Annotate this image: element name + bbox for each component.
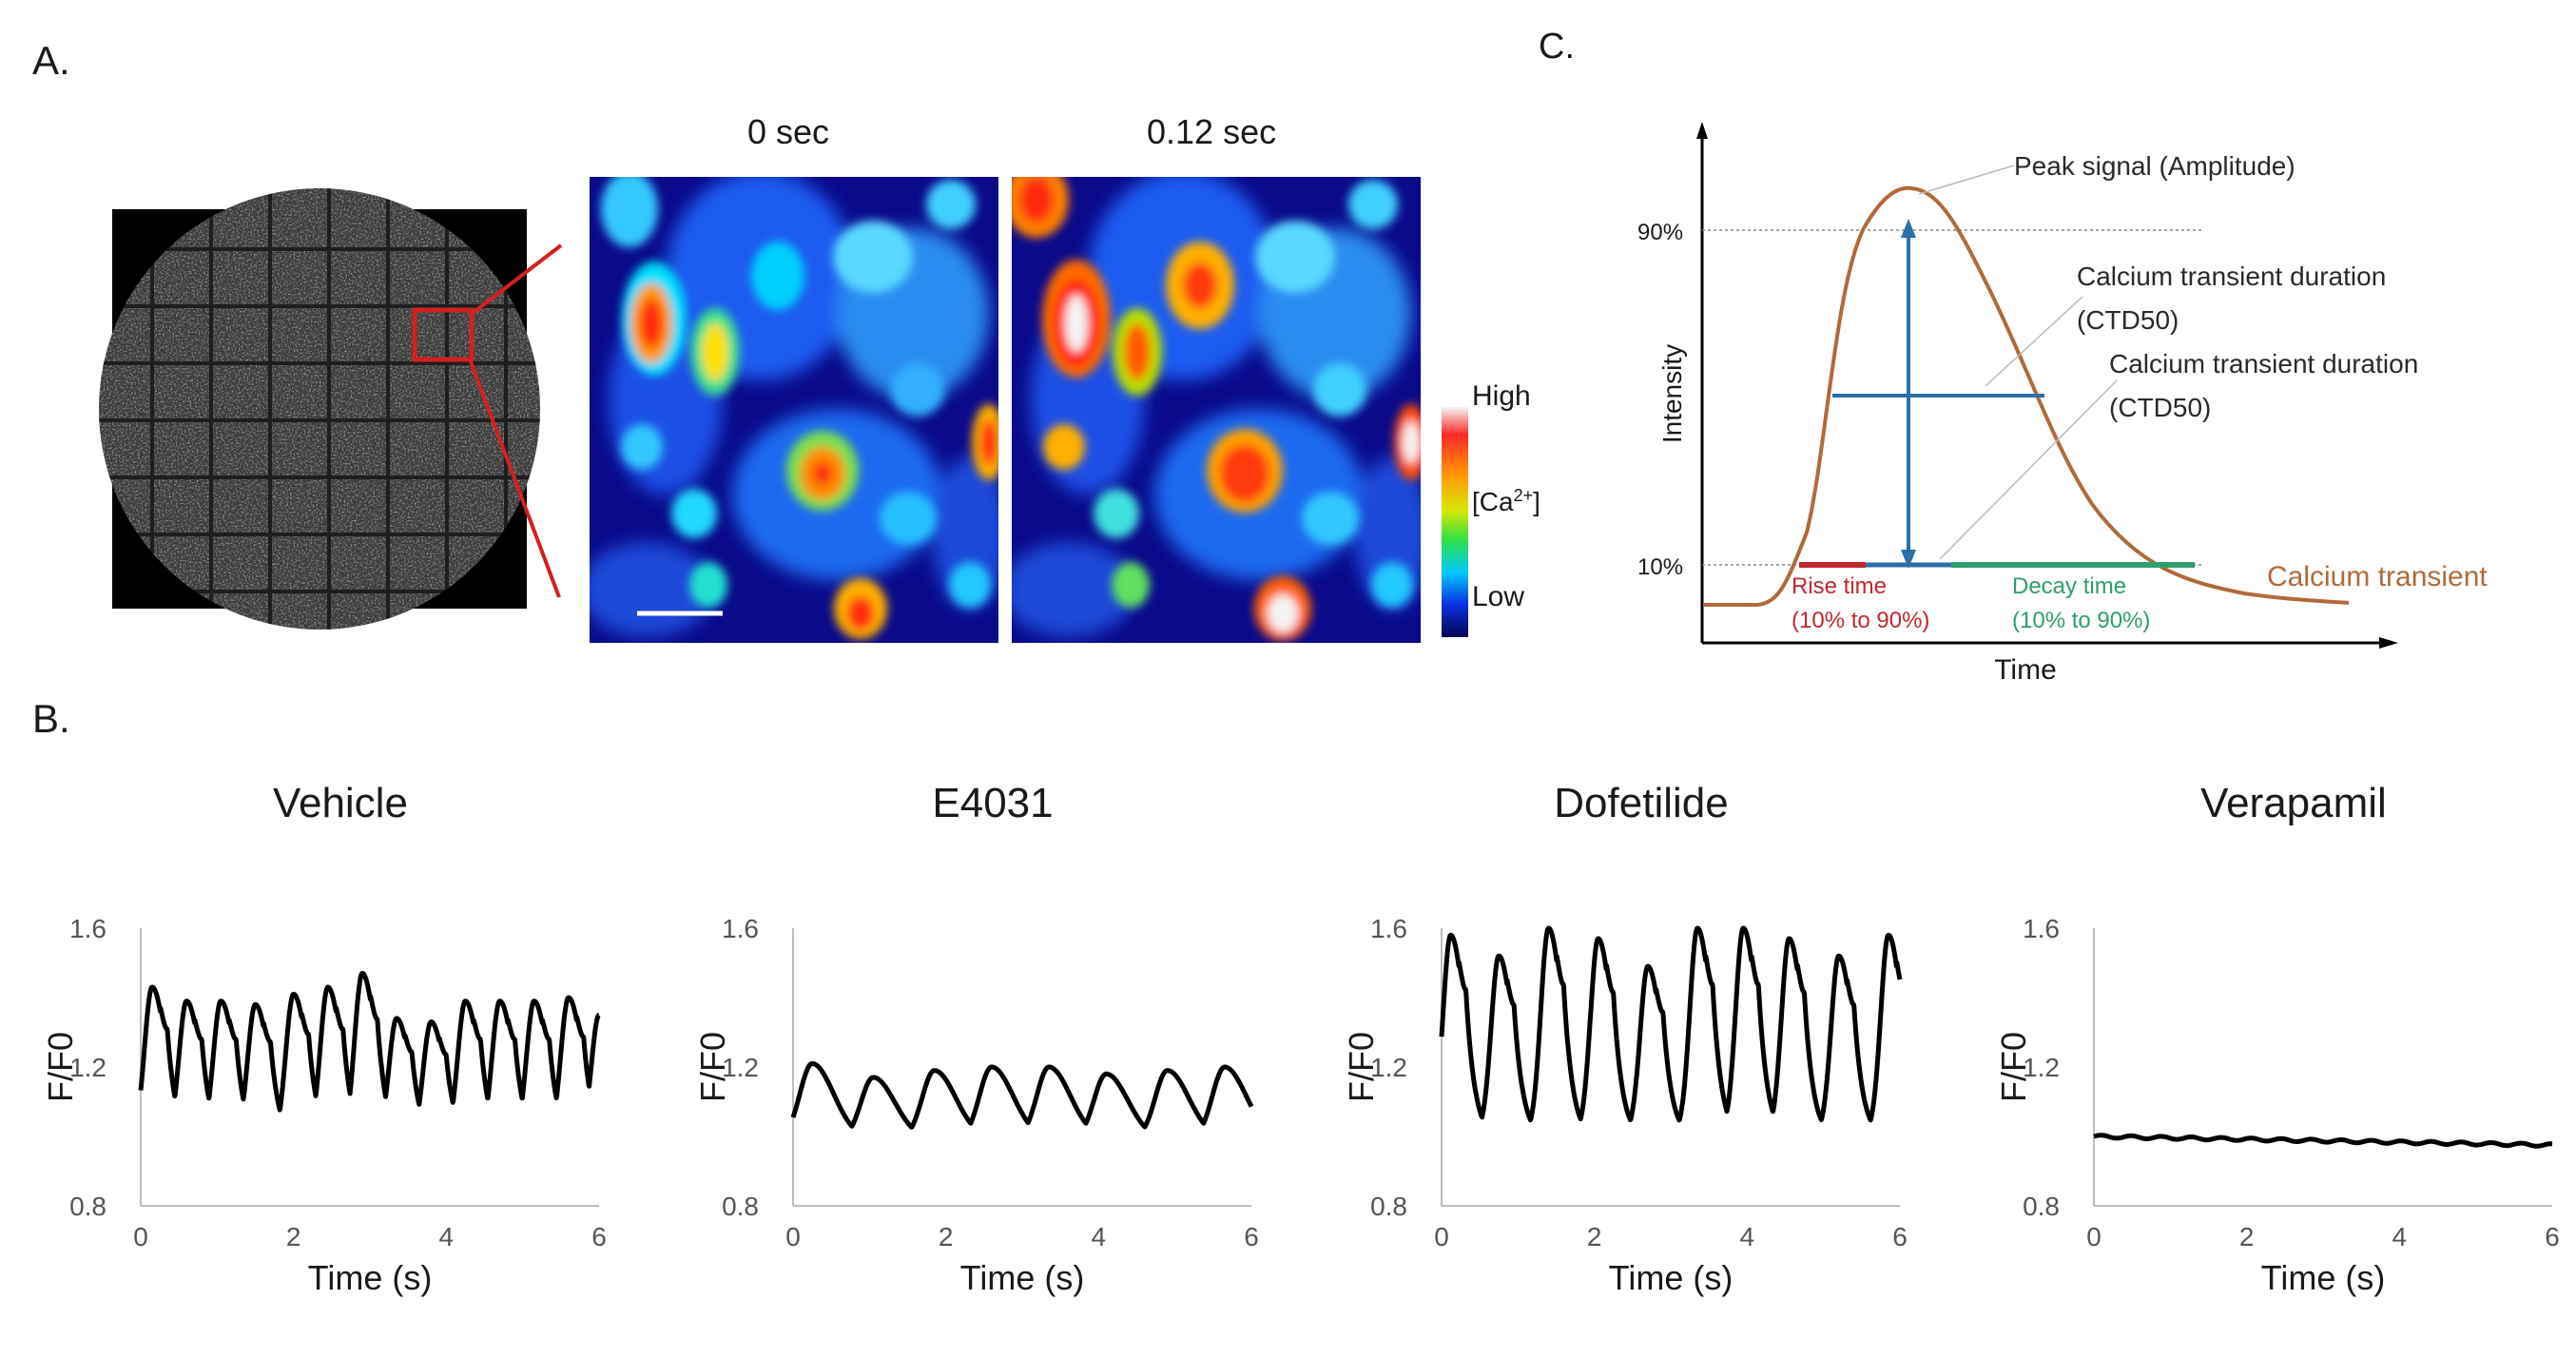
x-tick-label: 2: [1587, 1222, 1602, 1251]
y-tick-label: 1.2: [1370, 1053, 1407, 1082]
x-axis-title: Time (s): [960, 1258, 1085, 1297]
x-tick-label: 6: [591, 1222, 607, 1251]
y-tick-label: 0.8: [1370, 1192, 1407, 1221]
curve-label: Calcium transient: [2267, 561, 2488, 592]
x-tick-label: 0: [133, 1222, 148, 1251]
x-tick-label: 6: [1892, 1222, 1908, 1251]
colorbar-low: Low: [1472, 581, 1524, 612]
colorbar-ca-label: [Ca2+]: [1472, 486, 1540, 516]
panel-b-label: B.: [32, 696, 70, 741]
zoom-line-top: [470, 243, 563, 316]
trace-charts: 0.8 1.2 1.6 0 2 4 6 Time (s) F/F0 0.8 1.2 1.6 0 2 4 6 Ti…: [41, 914, 2560, 1297]
rise-label-1: Rise time: [1792, 573, 1887, 599]
y-tick-label: 1.6: [69, 914, 107, 943]
colorbar: High [Ca2+] Low: [1442, 380, 1540, 637]
chart-title-dofetilide: Dofetilide: [1554, 780, 1729, 826]
ctd-label-2a: Calcium transient duration: [2109, 349, 2418, 378]
x-tick-label: 6: [2545, 1222, 2560, 1251]
schematic-y-label: Intensity: [1657, 344, 1687, 443]
amplitude-arrowhead-bottom: [1901, 550, 1916, 569]
frame-label-0sec: 0 sec: [747, 112, 830, 151]
x-axis-title: Time (s): [2261, 1258, 2386, 1297]
chart-title-vehicle: Vehicle: [273, 780, 408, 826]
zoom-line-bottom: [468, 359, 561, 598]
x-tick-label: 4: [1092, 1222, 1107, 1251]
y-tick-label: 1.2: [69, 1053, 107, 1082]
trace-line-vehicle: [138, 971, 602, 1113]
frame-label-012sec: 0.12 sec: [1147, 112, 1277, 151]
ctd-label-1b: (CTD50): [2077, 305, 2179, 335]
chart-verapamil: 0.8 1.2 1.6 0 2 4 6 Time (s) F/F0: [1994, 914, 2560, 1297]
trace-line-verapamil: [2093, 1133, 2553, 1149]
ctd-label-2b: (CTD50): [2109, 393, 2211, 422]
x-axis-title: Time (s): [1609, 1258, 1733, 1297]
chart-title-verapamil: Verapamil: [2200, 780, 2387, 826]
chart-title-e4031: E4031: [932, 780, 1054, 826]
x-tick-label: 4: [1740, 1222, 1755, 1251]
y-tick-label: 1.2: [722, 1053, 759, 1082]
rise-label-2: (10% to 90%): [1792, 608, 1929, 633]
tick-10: 10%: [1637, 554, 1683, 580]
schematic-x-label: Time: [1994, 654, 2057, 686]
colorbar-gradient: [1442, 407, 1468, 637]
y-axis-title: F/F0: [1994, 1032, 2033, 1102]
zoom-region-box: [412, 307, 475, 362]
x-tick-label: 2: [939, 1222, 954, 1251]
y-tick-label: 0.8: [722, 1192, 759, 1221]
peak-leader: [1918, 165, 2015, 195]
y-tick-label: 1.6: [2023, 914, 2060, 943]
x-axis-title: Time (s): [308, 1258, 433, 1297]
chart-e4031: 0.8 1.2 1.6 0 2 4 6 Time (s) F/F0: [693, 914, 1259, 1297]
x-tick-label: 6: [1244, 1222, 1259, 1251]
ctd-leader-2: [1939, 379, 2118, 560]
chart-dofetilide: 0.8 1.2 1.6 0 2 4 6 Time (s) F/F0: [1342, 914, 1908, 1297]
panel-a-label: A.: [32, 38, 70, 83]
ctd-leader-1: [1985, 296, 2083, 387]
x-tick-label: 0: [1434, 1222, 1449, 1251]
well-grid: [99, 188, 540, 630]
ctd-label-1a: Calcium transient duration: [2077, 262, 2386, 291]
transient-curve: [1704, 185, 2350, 607]
x-tick-label: 4: [439, 1222, 455, 1251]
amplitude-arrowhead-top: [1901, 219, 1916, 238]
x-tick-label: 2: [286, 1222, 301, 1251]
x-tick-label: 2: [2239, 1222, 2255, 1251]
x-tick-label: 4: [2392, 1222, 2408, 1251]
tick-90: 90%: [1637, 220, 1683, 245]
well-image: [99, 188, 563, 630]
x-tick-label: 0: [785, 1222, 801, 1251]
y-axis-title: F/F0: [41, 1032, 80, 1102]
colorbar-high: High: [1472, 380, 1531, 412]
trace-line-dofetilide: [1439, 925, 1903, 1123]
calcium-frame-0sec: [590, 177, 998, 643]
calcium-frame-012sec: [1012, 177, 1421, 643]
peak-label: Peak signal (Amplitude): [2014, 151, 2295, 181]
y-axis-title: F/F0: [1342, 1032, 1381, 1102]
decay-label-2: (10% to 90%): [2012, 608, 2150, 633]
y-tick-label: 1.6: [1370, 914, 1407, 943]
decay-label-1: Decay time: [2012, 573, 2126, 599]
chart-vehicle: 0.8 1.2 1.6 0 2 4 6 Time (s) F/F0: [41, 914, 607, 1297]
y-tick-label: 0.8: [69, 1192, 107, 1221]
y-tick-label: 1.6: [722, 914, 759, 943]
transient-schematic: 90% 10% Intensity Time Peak signal (Ampl…: [1637, 122, 2488, 686]
trace-line-e4031: [790, 1060, 1254, 1130]
x-tick-label: 0: [2086, 1222, 2101, 1251]
y-tick-label: 0.8: [2023, 1192, 2060, 1221]
panel-c-label: C.: [1539, 27, 1575, 67]
schematic-x-arrowhead: [2379, 637, 2398, 649]
schematic-y-arrowhead: [1696, 122, 1708, 139]
y-tick-label: 1.2: [2023, 1053, 2060, 1082]
y-axis-title: F/F0: [693, 1032, 732, 1102]
